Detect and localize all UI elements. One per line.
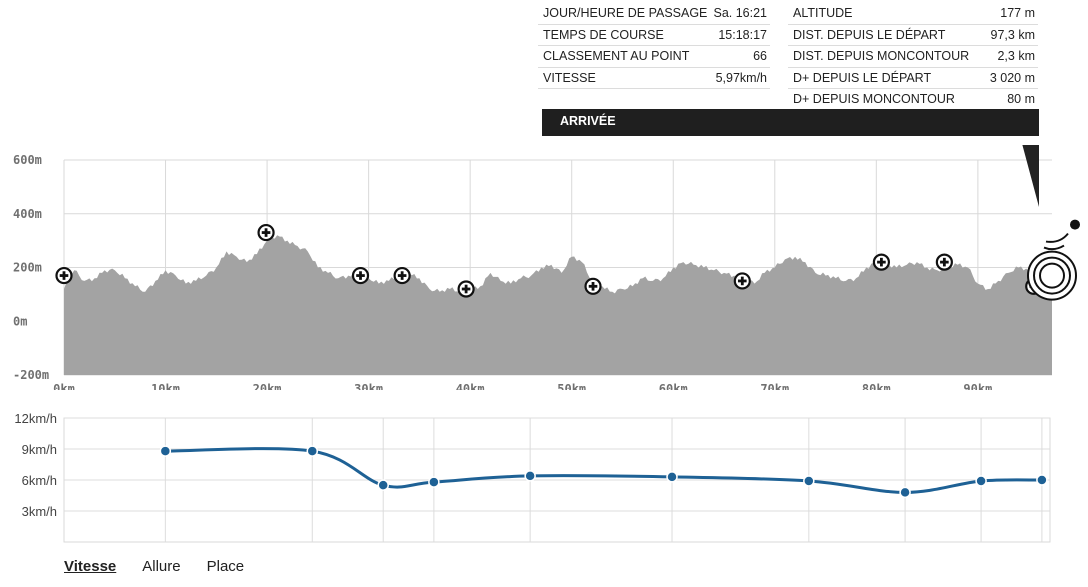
elevation-chart: 600m 400m 200m 0m -200m 0km 10km 20km 30km 40km 50… [13,145,1080,390]
checkpoint-marker-icon[interactable] [935,253,953,271]
info-row: ALTITUDE 177 m [788,3,1038,25]
elevation-y-tick-label: 0m [13,314,27,328]
elevation-x-tick-label: 30km [354,382,383,390]
finish-banner-label: ARRIVÉE [560,114,616,128]
elevation-x-tick-label: 70km [760,382,789,390]
elevation-x-tick-label: 20km [253,382,282,390]
speed-point[interactable] [306,445,319,457]
info-row: D+ DEPUIS LE DÉPART 3 020 m [788,68,1038,89]
checkpoint-marker-icon[interactable] [872,253,891,271]
info-row: D+ DEPUIS MONCONTOUR 80 m [788,89,1038,111]
speed-y-tick-label: 6km/h [22,473,57,488]
speed-y-tick-label: 3km/h [22,504,57,519]
speed-y-tick-label: 12km/h [14,411,57,426]
info-value: Sa. 16:21 [713,6,767,20]
checkpoint-marker-icon[interactable] [457,280,475,298]
info-label: JOUR/HEURE DE PASSAGE [543,6,708,20]
info-row: DIST. DEPUIS MONCONTOUR 2,3 km [788,46,1038,68]
info-value: 2,3 km [997,49,1035,63]
speed-y-tick-label: 9km/h [22,442,57,457]
elevation-x-tick-label: 80km [862,382,891,390]
info-label: DIST. DEPUIS MONCONTOUR [793,49,970,63]
info-column-right: ALTITUDE 177 m DIST. DEPUIS LE DÉPART 97,3 … [788,3,1038,111]
info-row: DIST. DEPUIS LE DÉPART 97,3 km [788,25,1038,46]
elevation-x-tick-label: 10km [151,382,180,390]
speed-point[interactable] [975,475,987,487]
elevation-x-tick-label: 60km [659,382,688,390]
elevation-x-tick-label: 50km [557,382,586,390]
info-value: 177 m [1000,6,1035,20]
speed-point[interactable] [428,476,440,488]
speed-point[interactable] [666,471,678,483]
tab-allure[interactable]: Allure [142,558,181,575]
info-value: 3 020 m [989,70,1035,85]
checkpoint-marker-icon[interactable] [733,272,751,290]
checkpoint-marker-icon[interactable] [393,266,411,285]
info-row: VITESSE 5,97km/h [538,68,770,89]
elevation-y-tick-label: 200m [13,261,42,275]
speed-point[interactable] [377,479,389,491]
finish-runner-marker [1022,145,1080,301]
info-label: CLASSEMENT AU POINT [543,49,690,63]
checkpoint-marker-icon[interactable] [584,277,602,295]
info-label: ALTITUDE [793,6,853,20]
elevation-y-tick-label: 600m [13,153,42,167]
speed-line [165,447,1042,494]
info-label: TEMPS DE COURSE [543,27,664,42]
info-label: D+ DEPUIS MONCONTOUR [793,92,955,106]
info-value: 80 m [1007,92,1035,106]
finish-banner: ARRIVÉE [542,109,1039,136]
info-value: 66 [753,49,767,63]
speed-point[interactable] [159,445,172,457]
speed-point[interactable] [803,475,815,487]
info-row: TEMPS DE COURSE 15:18:17 [538,25,770,46]
checkpoint-marker-icon[interactable] [351,266,370,285]
tab-place[interactable]: Place [206,558,245,575]
speed-point[interactable] [899,486,911,499]
info-row: JOUR/HEURE DE PASSAGE Sa. 16:21 [538,3,770,25]
info-column-left: JOUR/HEURE DE PASSAGE Sa. 16:21 TEMPS DE C… [538,3,770,89]
elevation-x-tick-label: 90km [963,382,992,390]
info-row: CLASSEMENT AU POINT 66 [538,46,770,68]
info-label: VITESSE [543,70,596,85]
elevation-x-tick-label: 0km [53,382,75,390]
info-label: D+ DEPUIS LE DÉPART [793,70,932,85]
checkpoint-marker-icon[interactable] [257,223,275,242]
tab-vitesse[interactable]: Vitesse [64,558,117,575]
speed-chart: 12km/h 9km/h 6km/h 3km/h [14,411,1051,543]
elevation-x-tick-label: 40km [456,382,485,390]
elevation-y-tick-label: 400m [13,207,42,221]
speed-point[interactable] [1036,474,1048,486]
chart-tabs: Vitesse Allure Place [64,558,244,575]
elevation-area [64,235,1052,375]
info-value: 5,97km/h [715,70,767,85]
info-value: 97,3 km [990,27,1035,42]
elevation-y-tick-label: -200m [13,368,49,382]
speed-point[interactable] [524,470,536,482]
info-label: DIST. DEPUIS LE DÉPART [793,27,946,42]
checkpoint-marker-icon[interactable] [55,266,73,285]
info-value: 15:18:17 [718,27,767,42]
